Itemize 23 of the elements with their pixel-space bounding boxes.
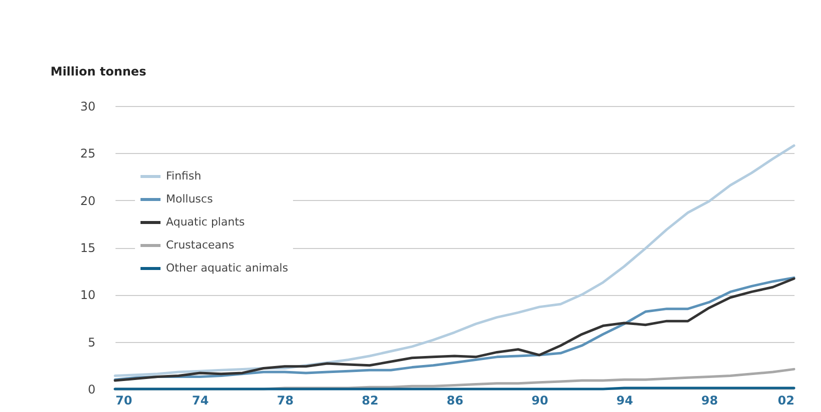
y-axis-title: Million tonnes [50,64,146,78]
x-tick-label: 74 [192,394,209,408]
y-tick-label: 10 [80,288,96,302]
x-tick-label: 02 [778,394,794,408]
legend-label: Molluscs [166,192,214,206]
legend-label: Aquatic plants [166,216,246,228]
x-tick-label: 70 [116,394,132,408]
y-tick-label: 25 [80,146,96,161]
x-tick-label: 86 [446,394,464,408]
legend-label: Crustaceans [166,238,234,252]
x-tick-label: 94 [616,394,634,408]
y-tick-label: 5 [88,335,96,350]
legend-label: Finfish [166,170,202,182]
x-tick-label: 82 [362,394,378,408]
y-tick-label: 0 [88,382,96,396]
x-tick-label: 90 [532,394,548,408]
x-tick-label: 78 [276,394,294,408]
y-tick-label: 30 [80,100,96,114]
line-series [114,144,796,378]
x-tick-label: 98 [701,394,718,408]
y-tick-label: 20 [80,194,96,208]
legend-label: Other aquatic animals [166,262,288,274]
y-tick-label: 15 [80,241,96,255]
